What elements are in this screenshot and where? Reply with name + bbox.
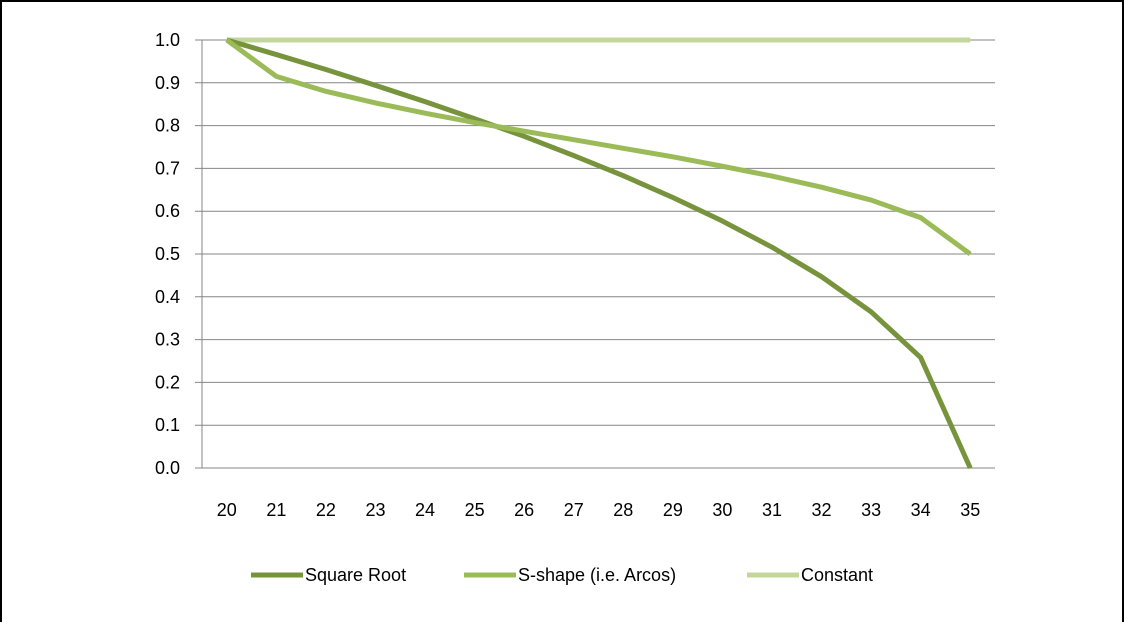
x-tick-label: 35 — [960, 500, 980, 520]
x-tick-label: 20 — [217, 500, 237, 520]
y-tick-label: 0.0 — [155, 458, 180, 478]
x-tick-label: 34 — [911, 500, 931, 520]
x-tick-label: 24 — [415, 500, 435, 520]
x-tick-label: 27 — [564, 500, 584, 520]
x-tick-label: 28 — [613, 500, 633, 520]
legend-label-2: Constant — [801, 565, 873, 585]
legend-label-0: Square Root — [305, 565, 406, 585]
x-tick-label: 22 — [316, 500, 336, 520]
y-tick-label: 0.6 — [155, 201, 180, 221]
y-tick-label: 0.8 — [155, 116, 180, 136]
legend: Square Root S-shape (i.e. Arcos) Constant — [251, 565, 873, 585]
x-tick-label: 25 — [465, 500, 485, 520]
y-tick-label: 0.9 — [155, 73, 180, 93]
y-tick-label: 0.5 — [155, 244, 180, 264]
x-tick-label: 33 — [861, 500, 881, 520]
x-tick-label: 31 — [762, 500, 782, 520]
series-line-1 — [225, 37, 972, 257]
x-tick-label: 32 — [812, 500, 832, 520]
legend-label-1: S-shape (i.e. Arcos) — [518, 565, 676, 585]
y-tick-label: 1.0 — [155, 30, 180, 50]
x-tick-label: 26 — [514, 500, 534, 520]
gridlines — [195, 39, 995, 469]
y-tick-labels: 0.0 0.1 0.2 0.3 0.4 0.5 0.6 0.7 0.8 0.9 1.0 — [155, 30, 180, 478]
y-tick-label: 0.3 — [155, 330, 180, 350]
y-tick-label: 0.2 — [155, 372, 180, 392]
series-line-0 — [226, 37, 973, 470]
y-tick-label: 0.1 — [155, 415, 180, 435]
x-tick-label: 30 — [712, 500, 732, 520]
y-tick-label: 0.4 — [155, 287, 180, 307]
x-tick-label: 23 — [365, 500, 385, 520]
x-tick-label: 21 — [266, 500, 286, 520]
y-tick-label: 0.7 — [155, 158, 180, 178]
x-tick-label: 29 — [663, 500, 683, 520]
series-lines — [225, 37, 973, 470]
x-tick-labels: 20 21 22 23 24 25 26 27 28 29 30 31 32 33 34 35 — [217, 500, 980, 520]
